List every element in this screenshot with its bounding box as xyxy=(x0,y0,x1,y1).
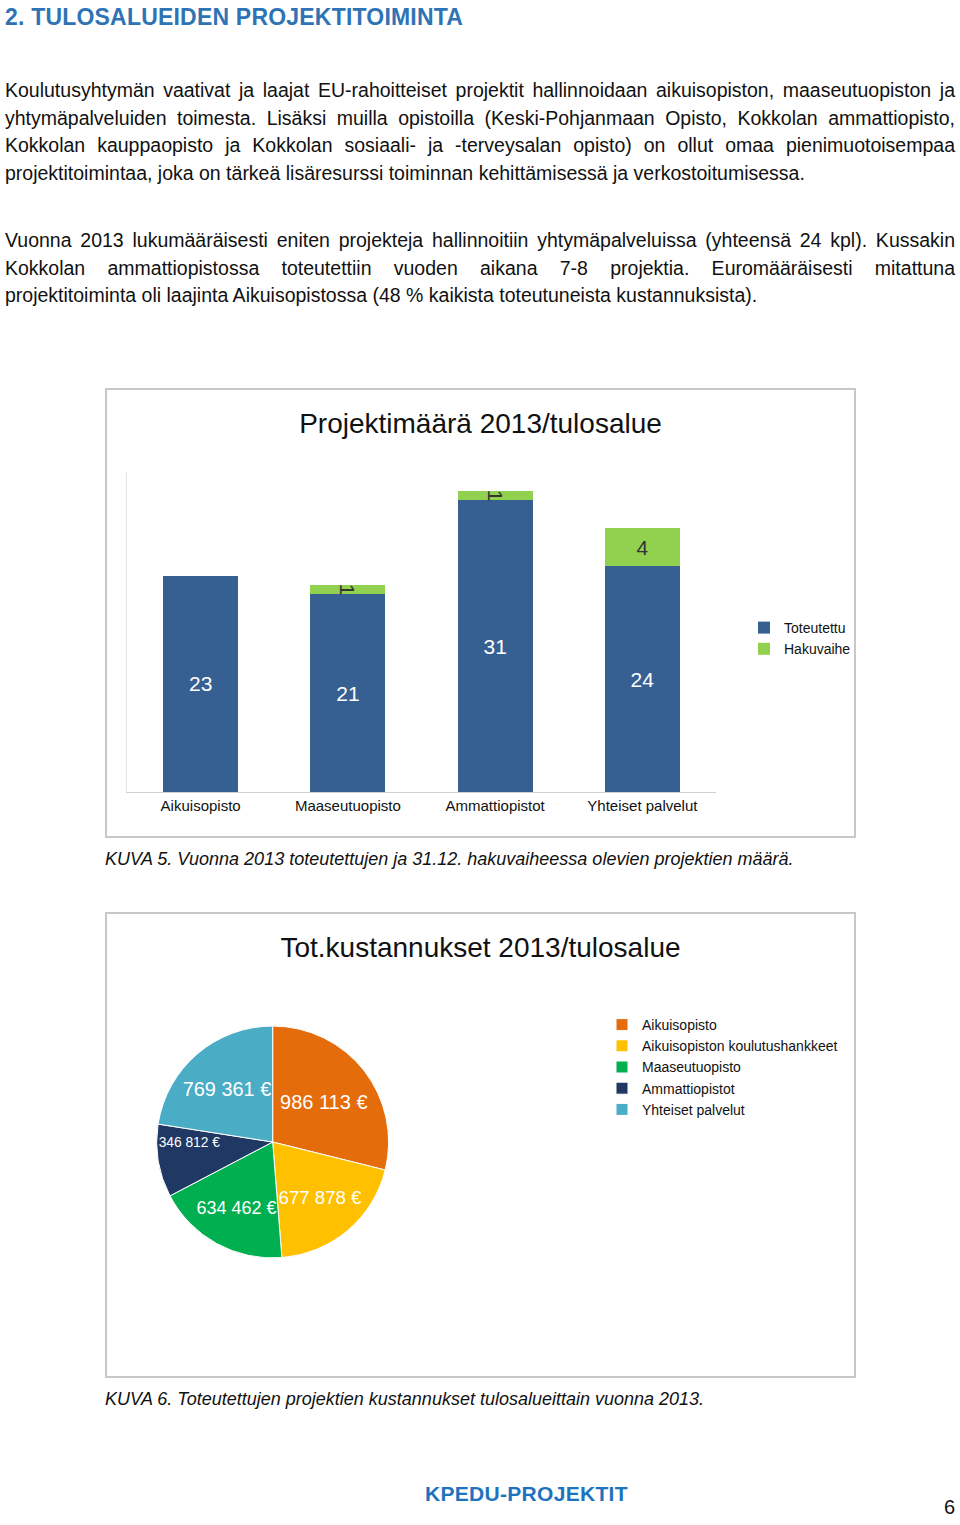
svg-text:Aikuisopisto: Aikuisopisto xyxy=(161,797,241,814)
svg-text:677 878 €: 677 878 € xyxy=(279,1187,363,1208)
html-text:KPEDU-PROJEKTIT: KPEDU-PROJEKTIT xyxy=(425,1482,628,1505)
svg-text:Aikuisopiston koulutushankkeet: Aikuisopiston koulutushankkeet xyxy=(642,1038,837,1054)
svg-text:1: 1 xyxy=(336,584,359,596)
svg-text:Yhteiset palvelut: Yhteiset palvelut xyxy=(587,797,698,814)
html-text:KUVA 5. Vuonna 2013 toteutettu: KUVA 5. Vuonna 2013 toteutettujen ja 31.… xyxy=(105,849,794,869)
svg-text:1: 1 xyxy=(484,490,507,502)
svg-text:4: 4 xyxy=(636,536,648,559)
svg-text:Aikuisopisto: Aikuisopisto xyxy=(642,1017,717,1033)
svg-text:Hakuvaihe: Hakuvaihe xyxy=(784,641,850,657)
svg-text:23: 23 xyxy=(189,672,212,695)
svg-text:Projektimäärä 2013/tulosalue: Projektimäärä 2013/tulosalue xyxy=(299,408,662,439)
svg-text:Ammattiopistot: Ammattiopistot xyxy=(446,797,546,814)
html-text:KUVA 6. Toteutettujen projekti: KUVA 6. Toteutettujen projektien kustann… xyxy=(105,1389,705,1409)
html-text:Vuonna 2013 lukumääräisesti en: Vuonna 2013 lukumääräisesti eniten proje… xyxy=(5,229,955,306)
svg-text:Ammattiopistot: Ammattiopistot xyxy=(642,1081,735,1097)
svg-text:Maaseutuopisto: Maaseutuopisto xyxy=(295,797,401,814)
svg-text:Tot.kustannukset 2013/tulosalu: Tot.kustannukset 2013/tulosalue xyxy=(280,932,680,963)
svg-text:31: 31 xyxy=(483,635,506,658)
html-text:Koulutusyhtymän vaativat ja la: Koulutusyhtymän vaativat ja laajat EU-ra… xyxy=(5,79,955,184)
svg-text:Yhteiset palvelut: Yhteiset palvelut xyxy=(642,1102,745,1118)
html-text:2. TULOSALUEIDEN PROJEKTITOIMI: 2. TULOSALUEIDEN PROJEKTITOIMINTA xyxy=(5,4,464,30)
svg-text:634 462 €: 634 462 € xyxy=(197,1198,277,1218)
svg-text:21: 21 xyxy=(336,682,359,705)
svg-text:986 113 €: 986 113 € xyxy=(280,1091,368,1113)
html-text:6: 6 xyxy=(943,1496,955,1518)
svg-text:Toteutettu: Toteutettu xyxy=(784,620,846,636)
svg-text:769 361 €: 769 361 € xyxy=(183,1078,272,1100)
svg-text:Maaseutuopisto: Maaseutuopisto xyxy=(642,1059,741,1075)
svg-text:24: 24 xyxy=(631,668,655,691)
svg-text:346 812 €: 346 812 € xyxy=(159,1135,221,1150)
